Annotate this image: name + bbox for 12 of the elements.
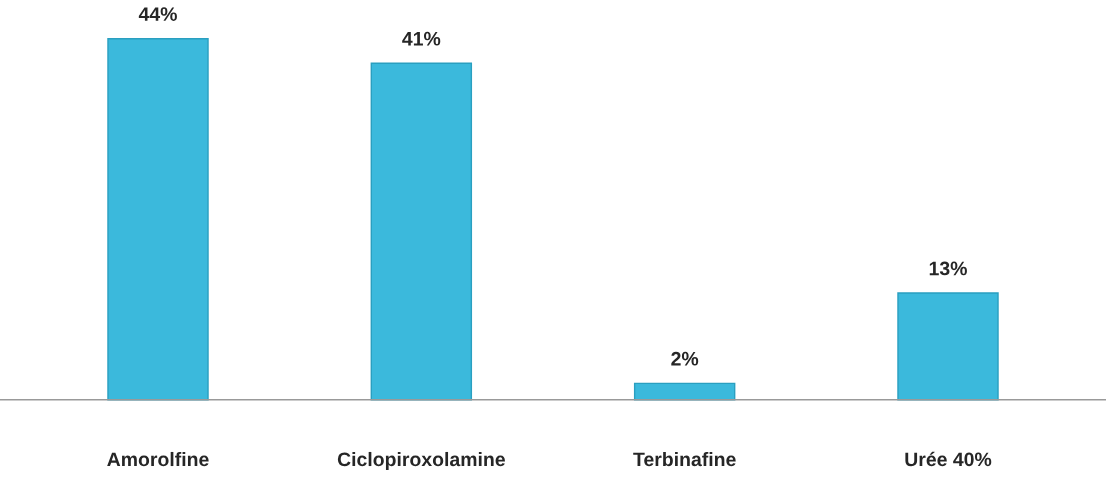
bar [633, 382, 736, 401]
x-tick-label: Amorolfine [107, 451, 209, 467]
data-label: 2% [671, 351, 699, 366]
bar [897, 292, 999, 401]
x-tick-label: Ciclopiroxolamine [337, 451, 505, 471]
data-label: 41% [402, 31, 441, 46]
bar [107, 37, 209, 401]
x-tick-label: Urée 40% [905, 451, 992, 467]
data-label: 13% [929, 261, 967, 276]
x-tick-label: Terbinafine [633, 451, 736, 467]
data-label: 44% [138, 7, 177, 21]
bar [370, 62, 473, 401]
